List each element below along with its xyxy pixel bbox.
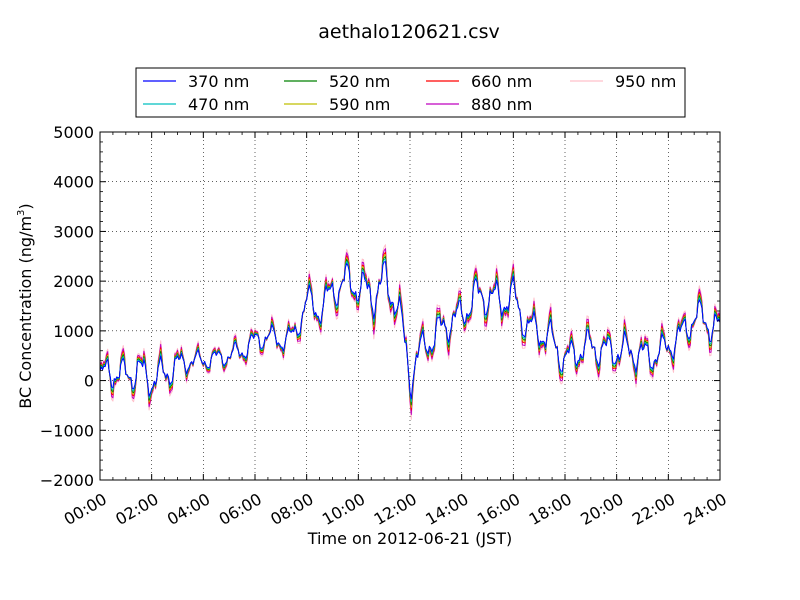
y-axis-label: BC Concentration (ng/m3) [16,203,35,408]
y-tick-label: 4000 [53,173,94,192]
legend-label: 950 nm [615,72,676,91]
x-tick-labels: 00:00 02:00 04:00 06:00 08:00 10:00 12:00 14:00… [61,489,730,529]
y-axis-label-main: BC Concentration (ng/m [16,216,35,409]
series-line-370-nm [99,261,721,400]
y-axis-label-superscript: 3 [16,210,27,216]
legend-box [135,67,686,118]
x-tick-label: 02:00 [112,489,161,529]
legend-label: 590 nm [329,95,390,114]
y-tick-labels: 5000 4000 3000 2000 1000 0 −1000 −2000 [40,123,94,490]
x-tick-label: 08:00 [267,489,316,529]
x-tick-label: 06:00 [216,489,265,529]
x-tick-label: 22:00 [629,489,678,529]
y-tick-label: 2000 [53,272,94,291]
x-tick-label: 00:00 [61,489,110,529]
y-axis-label-close: ) [16,203,35,209]
x-tick-label: 20:00 [577,489,626,529]
x-tick-label: 04:00 [164,489,213,529]
y-tick-label: −1000 [40,421,94,440]
y-tick-label: −2000 [40,471,94,490]
legend-label: 660 nm [471,72,532,91]
chart-title: aethalo120621.csv [318,21,500,43]
x-tick-label: 16:00 [474,489,523,529]
y-tick-label: 5000 [53,123,94,142]
x-axis-label: Time on 2012-06-21 (JST) [307,529,512,548]
x-tick-label: 12:00 [371,489,420,529]
legend: 370 nm 470 nm 520 nm 590 nm 660 nm 880 nm 950 … [135,67,686,118]
legend-label: 370 nm [188,72,249,91]
y-tick-label: 0 [84,372,94,391]
x-tick-label: 10:00 [319,489,368,529]
x-tick-label: 18:00 [526,489,575,529]
legend-label: 520 nm [329,72,390,91]
y-tick-label: 1000 [53,322,94,341]
series-layer [99,244,721,420]
grid [100,132,720,480]
ticks [99,131,721,481]
y-tick-label: 3000 [53,222,94,241]
legend-label: 470 nm [188,95,249,114]
x-tick-label: 14:00 [422,489,471,529]
legend-label: 880 nm [471,95,532,114]
x-tick-label: 24:00 [681,489,730,529]
